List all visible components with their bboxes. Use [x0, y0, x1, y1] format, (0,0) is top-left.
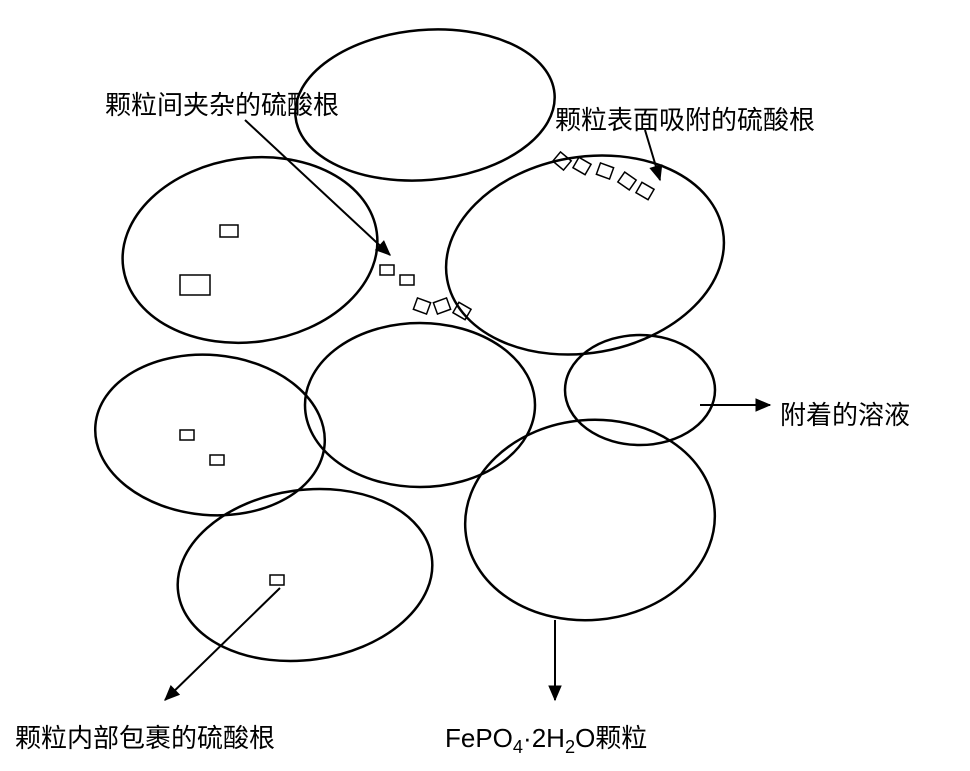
- arrow-head-4: [549, 686, 561, 700]
- sulfates-group: [180, 152, 654, 585]
- arrow-head-2: [756, 399, 770, 411]
- arrow-head-1: [650, 165, 661, 180]
- arrow-line-0: [245, 120, 390, 255]
- label-interstitial-sulfate: 颗粒间夹杂的硫酸根: [105, 85, 339, 122]
- sulfate-rect-7: [413, 298, 430, 314]
- sulfate-rect-6: [400, 275, 414, 285]
- label-surface-sulfate: 颗粒表面吸附的硫酸根: [555, 100, 815, 137]
- sulfate-rect-0: [220, 225, 238, 237]
- diagram-container: 颗粒间夹杂的硫酸根 颗粒表面吸附的硫酸根 附着的溶液 颗粒内部包裹的硫酸根 Fe…: [0, 0, 970, 771]
- sulfate-rect-14: [636, 182, 654, 199]
- arrows-group: [165, 120, 770, 700]
- particle-ellipse-7: [166, 473, 443, 677]
- sulfate-rect-1: [180, 275, 210, 295]
- sulfate-rect-12: [596, 163, 613, 179]
- particle-ellipse-1: [110, 141, 389, 359]
- label-particle-formula: FePO4·2H2O颗粒: [445, 718, 647, 758]
- particle-ellipse-6: [457, 409, 723, 630]
- particle-ellipse-5: [565, 335, 715, 445]
- label-internal-sulfate: 颗粒内部包裹的硫酸根: [15, 718, 275, 755]
- sulfate-rect-13: [618, 172, 636, 190]
- sulfate-rect-5: [380, 265, 394, 275]
- sulfate-rect-4: [270, 575, 284, 585]
- particle-ellipse-3: [88, 345, 331, 524]
- particle-ellipse-4: [305, 323, 535, 487]
- label-attached-solution: 附着的溶液: [780, 395, 910, 432]
- sulfate-rect-3: [210, 455, 224, 465]
- sulfate-rect-11: [573, 157, 591, 174]
- sulfate-rect-8: [433, 298, 450, 314]
- sulfate-rect-2: [180, 430, 194, 440]
